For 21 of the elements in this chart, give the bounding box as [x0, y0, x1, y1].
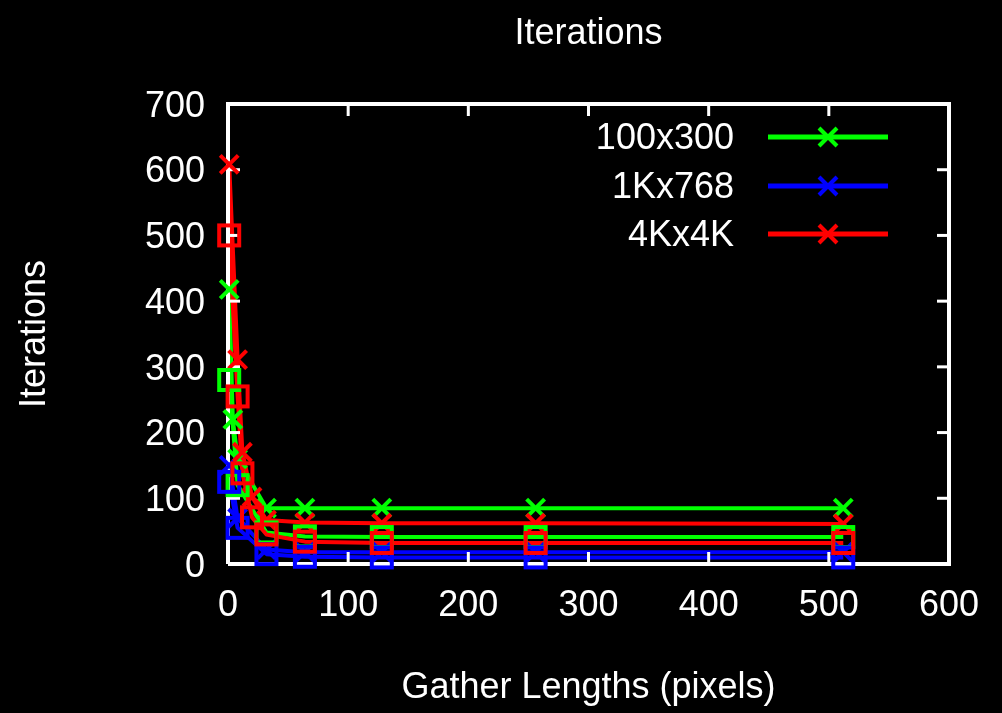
x-tick-label: 300	[558, 582, 619, 624]
y-tick-label: 0	[184, 543, 205, 585]
x-tick-label: 100	[318, 582, 379, 624]
x-tick-label: 400	[678, 582, 739, 624]
y-tick-label: 100	[144, 478, 205, 520]
y-tick-label: 300	[144, 346, 205, 388]
chart-title: Iterations	[513, 10, 664, 54]
x-axis-title: Gather Lengths (pixels)	[401, 664, 776, 706]
x-tick-label: 600	[918, 582, 980, 624]
y-tick-label: 700	[144, 83, 205, 125]
y-axis-title: Iterations	[11, 259, 53, 409]
x-tick-label: 500	[798, 582, 859, 624]
y-tick-label: 200	[144, 412, 205, 454]
legend-label: 1Kx768	[611, 164, 734, 206]
y-tick-label: 500	[144, 215, 205, 257]
x-tick-label: 200	[438, 582, 499, 624]
legend-label: 4Kx4K	[627, 213, 734, 255]
legend-label: 100x300	[595, 116, 734, 158]
x-tick-label: 0	[217, 582, 239, 624]
y-tick-label: 600	[144, 149, 205, 191]
y-tick-label: 400	[144, 280, 205, 322]
